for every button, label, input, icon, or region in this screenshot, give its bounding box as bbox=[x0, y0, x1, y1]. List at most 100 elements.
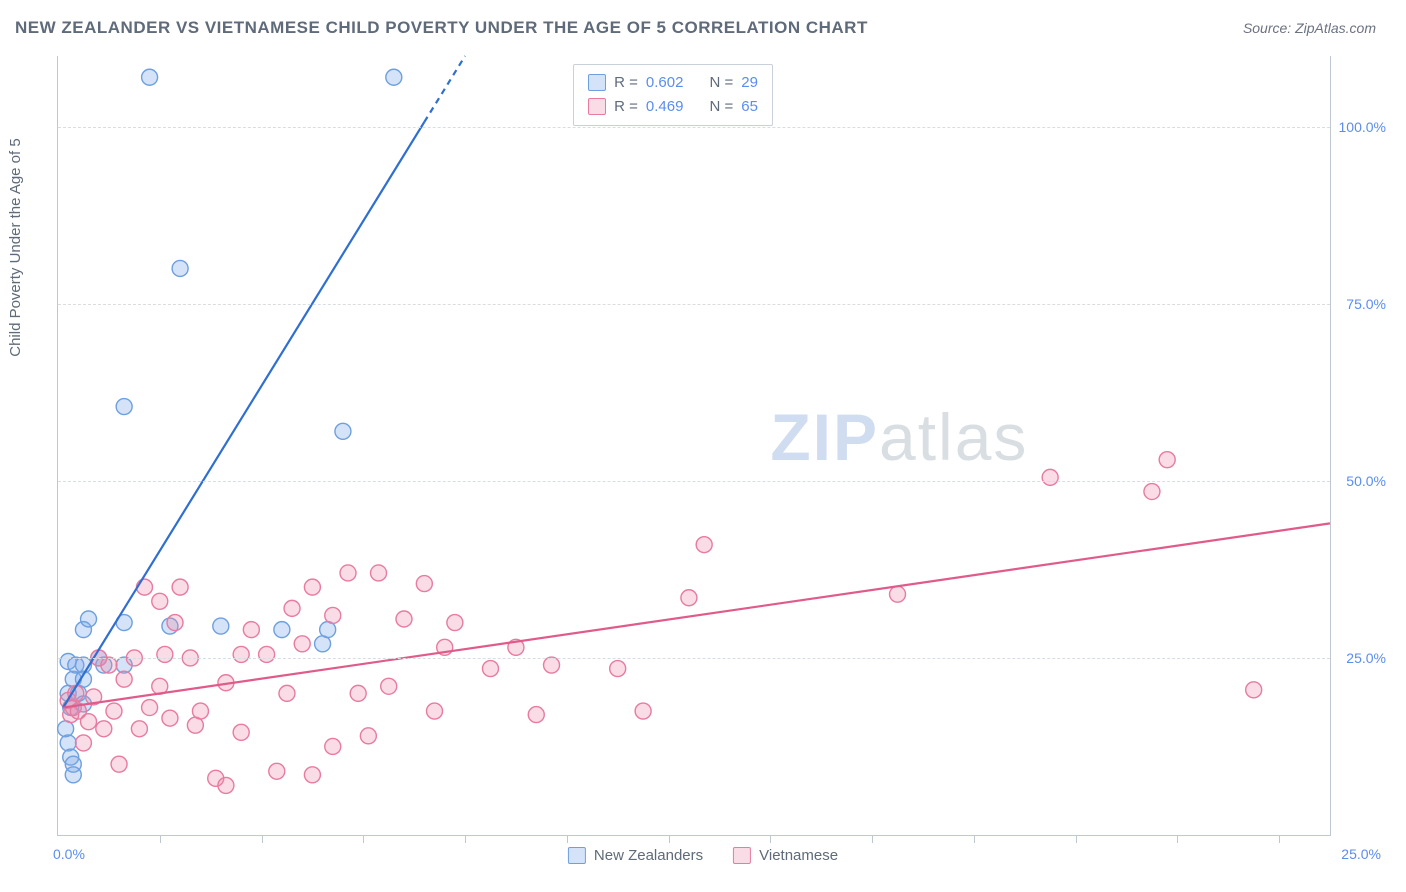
x-tick bbox=[363, 835, 364, 843]
x-tick bbox=[669, 835, 670, 843]
source-name: ZipAtlas.com bbox=[1295, 20, 1376, 36]
legend-swatch-nz bbox=[568, 847, 586, 864]
point-nz bbox=[68, 657, 84, 673]
x-tick bbox=[1279, 835, 1280, 843]
point-nz bbox=[320, 622, 336, 638]
point-vn bbox=[304, 579, 320, 595]
y-tick-label: 50.0% bbox=[1346, 473, 1386, 489]
point-vn bbox=[696, 537, 712, 553]
watermark-zip: ZIP bbox=[770, 400, 879, 474]
legend-R-label: R = bbox=[614, 95, 638, 119]
point-vn bbox=[447, 615, 463, 631]
x-tick bbox=[770, 835, 771, 843]
point-vn bbox=[1246, 682, 1262, 698]
point-vn bbox=[528, 707, 544, 723]
point-vn bbox=[635, 703, 651, 719]
point-vn bbox=[86, 689, 102, 705]
point-nz bbox=[213, 618, 229, 634]
legend-swatch-vn-top bbox=[588, 98, 606, 115]
point-vn bbox=[101, 657, 117, 673]
point-vn bbox=[890, 586, 906, 602]
point-vn bbox=[1144, 484, 1160, 500]
point-vn bbox=[142, 700, 158, 716]
trend-nz bbox=[63, 122, 424, 708]
point-nz bbox=[386, 69, 402, 85]
gridline-h bbox=[58, 658, 1330, 659]
chart-container: Child Poverty Under the Age of 5 25.0%50… bbox=[15, 48, 1391, 884]
point-vn bbox=[371, 565, 387, 581]
point-nz bbox=[116, 657, 132, 673]
point-nz bbox=[75, 622, 91, 638]
legend-R-value-nz: 0.602 bbox=[646, 71, 684, 95]
x-tick bbox=[1076, 835, 1077, 843]
point-vn bbox=[427, 703, 443, 719]
point-vn bbox=[218, 777, 234, 793]
point-vn bbox=[269, 763, 285, 779]
point-nz bbox=[75, 696, 91, 712]
point-vn bbox=[294, 636, 310, 652]
point-vn bbox=[152, 678, 168, 694]
point-vn bbox=[60, 692, 76, 708]
legend-swatch-vn bbox=[733, 847, 751, 864]
point-vn bbox=[218, 675, 234, 691]
point-vn bbox=[162, 710, 178, 726]
point-vn bbox=[437, 639, 453, 655]
point-vn bbox=[68, 685, 84, 701]
point-vn bbox=[279, 685, 295, 701]
point-nz bbox=[116, 399, 132, 415]
point-nz bbox=[274, 622, 290, 638]
legend-N-label: N = bbox=[709, 71, 733, 95]
legend-swatch-nz-top bbox=[588, 74, 606, 91]
legend-bottom: New Zealanders Vietnamese bbox=[568, 847, 838, 864]
point-nz bbox=[142, 69, 158, 85]
x-tick bbox=[465, 835, 466, 843]
point-vn bbox=[192, 703, 208, 719]
source-label: Source: bbox=[1243, 20, 1295, 36]
point-vn bbox=[233, 646, 249, 662]
point-vn bbox=[106, 703, 122, 719]
point-vn bbox=[187, 717, 203, 733]
point-vn bbox=[70, 703, 86, 719]
x-axis-max-label: 25.0% bbox=[1341, 846, 1381, 862]
point-vn bbox=[396, 611, 412, 627]
legend-N-value-nz: 29 bbox=[741, 71, 758, 95]
trend-vn bbox=[63, 523, 1330, 707]
point-nz bbox=[65, 756, 81, 772]
point-vn bbox=[96, 721, 112, 737]
x-tick bbox=[262, 835, 263, 843]
point-nz bbox=[315, 636, 331, 652]
scatter-plot: 25.0%50.0%75.0%100.0%ZIPatlasR = 0.602N … bbox=[57, 56, 1331, 836]
point-nz bbox=[75, 671, 91, 687]
point-vn bbox=[152, 593, 168, 609]
watermark: ZIPatlas bbox=[770, 399, 1028, 475]
source-attribution: Source: ZipAtlas.com bbox=[1243, 20, 1376, 36]
point-vn bbox=[172, 579, 188, 595]
point-vn bbox=[325, 607, 341, 623]
point-vn bbox=[157, 646, 173, 662]
y-tick-label: 75.0% bbox=[1346, 296, 1386, 312]
point-nz bbox=[162, 618, 178, 634]
y-axis-label: Child Poverty Under the Age of 5 bbox=[7, 138, 24, 356]
x-tick bbox=[567, 835, 568, 843]
point-nz bbox=[60, 735, 76, 751]
legend-R-value-vn: 0.469 bbox=[646, 95, 684, 119]
point-vn bbox=[350, 685, 366, 701]
point-vn bbox=[65, 700, 81, 716]
point-vn bbox=[136, 579, 152, 595]
point-nz bbox=[65, 671, 81, 687]
legend-N-value-vn: 65 bbox=[741, 95, 758, 119]
x-tick bbox=[160, 835, 161, 843]
legend-row-vn: R = 0.469 N = 65 bbox=[588, 95, 758, 119]
legend-item-vn: Vietnamese bbox=[733, 847, 838, 864]
point-vn bbox=[304, 767, 320, 783]
point-vn bbox=[167, 615, 183, 631]
point-nz bbox=[63, 700, 79, 716]
point-vn bbox=[360, 728, 376, 744]
legend-N-label: N = bbox=[709, 95, 733, 119]
legend-label-nz: New Zealanders bbox=[594, 847, 703, 864]
point-nz bbox=[70, 685, 86, 701]
point-nz bbox=[58, 721, 74, 737]
point-vn bbox=[340, 565, 356, 581]
legend-row-nz: R = 0.602N = 29 bbox=[588, 71, 758, 95]
gridline-h bbox=[58, 481, 1330, 482]
